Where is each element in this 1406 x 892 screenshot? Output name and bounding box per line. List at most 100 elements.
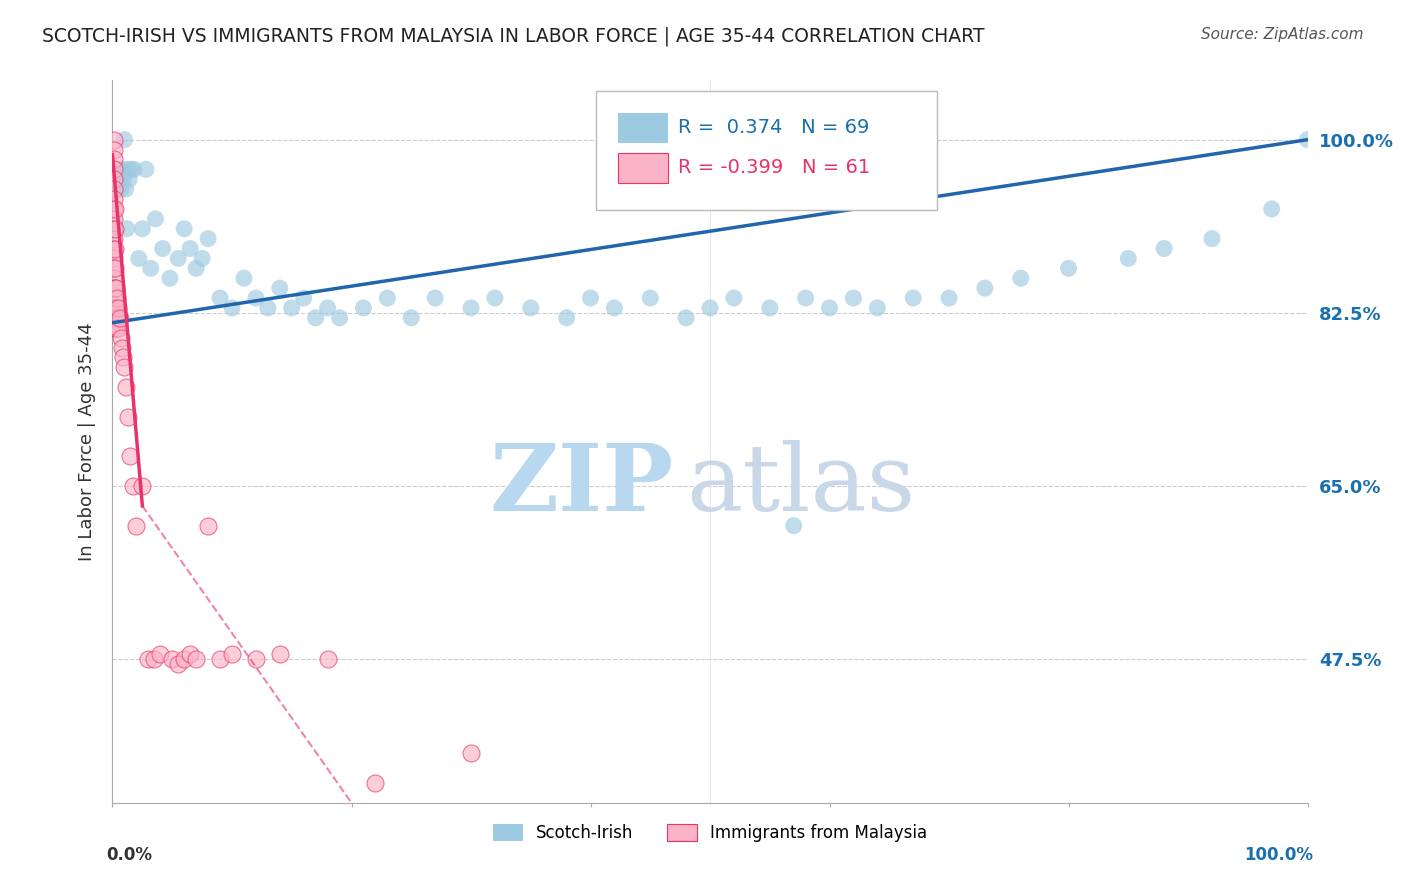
Point: [209, 652, 232, 666]
Point: [1057, 261, 1080, 276]
Text: 100.0%: 100.0%: [1244, 847, 1313, 864]
Point: [111, 341, 134, 355]
Point: [105, 320, 128, 334]
Point: [186, 652, 208, 666]
Point: [103, 162, 125, 177]
Point: [794, 291, 817, 305]
Point: [245, 652, 267, 666]
Point: [131, 479, 153, 493]
Point: [111, 162, 134, 177]
Point: [281, 301, 304, 315]
Point: [316, 652, 339, 666]
Point: [103, 143, 125, 157]
Point: [107, 182, 129, 196]
Point: [103, 221, 125, 235]
Point: [139, 261, 162, 276]
Point: [173, 221, 195, 235]
Point: [1010, 271, 1032, 285]
Point: [138, 652, 160, 666]
Point: [103, 211, 125, 226]
Point: [167, 252, 190, 266]
Point: [103, 291, 125, 305]
Text: atlas: atlas: [686, 440, 915, 530]
Point: [269, 648, 291, 662]
FancyBboxPatch shape: [619, 153, 668, 183]
Point: [122, 162, 145, 177]
Point: [245, 291, 267, 305]
Point: [152, 242, 174, 256]
Text: ZIP: ZIP: [489, 440, 675, 530]
Point: [555, 310, 578, 325]
Point: [149, 648, 172, 662]
Point: [110, 330, 132, 344]
Point: [104, 261, 127, 276]
Point: [179, 242, 201, 256]
Point: [842, 291, 865, 305]
Point: [103, 310, 125, 325]
Point: [579, 291, 602, 305]
Point: [352, 301, 374, 315]
Point: [1261, 202, 1284, 216]
Point: [186, 261, 208, 276]
Text: SCOTCH-IRISH VS IMMIGRANTS FROM MALAYSIA IN LABOR FORCE | AGE 35-44 CORRELATION : SCOTCH-IRISH VS IMMIGRANTS FROM MALAYSIA…: [42, 27, 984, 46]
Point: [460, 747, 482, 761]
Point: [108, 310, 131, 325]
Point: [425, 291, 447, 305]
Point: [197, 232, 219, 246]
Point: [114, 182, 136, 196]
Point: [107, 320, 129, 334]
Point: [105, 310, 128, 325]
Point: [974, 281, 997, 295]
Point: [173, 652, 195, 666]
Point: [699, 301, 721, 315]
Point: [233, 271, 256, 285]
Point: [105, 291, 128, 305]
Point: [197, 518, 219, 533]
Text: R = -0.399   N = 61: R = -0.399 N = 61: [678, 158, 870, 178]
Point: [143, 652, 166, 666]
Point: [305, 310, 328, 325]
Y-axis label: In Labor Force | Age 35-44: In Labor Force | Age 35-44: [77, 322, 96, 561]
FancyBboxPatch shape: [619, 112, 668, 143]
Point: [104, 202, 127, 216]
Text: R =  0.374   N = 69: R = 0.374 N = 69: [678, 119, 869, 137]
Point: [103, 271, 125, 285]
Point: [191, 252, 214, 266]
Point: [938, 291, 960, 305]
Point: [675, 310, 697, 325]
Point: [125, 518, 148, 533]
Point: [782, 518, 804, 533]
Point: [167, 657, 190, 672]
Point: [104, 221, 127, 235]
Point: [1118, 252, 1140, 266]
Point: [209, 291, 232, 305]
Point: [903, 291, 925, 305]
Point: [107, 301, 129, 315]
Point: [105, 172, 128, 186]
Point: [108, 172, 131, 186]
Point: [292, 291, 315, 305]
Point: [329, 310, 352, 325]
Point: [118, 172, 141, 186]
Point: [112, 172, 135, 186]
Point: [114, 133, 135, 147]
Point: [117, 162, 139, 177]
Point: [159, 271, 181, 285]
Point: [484, 291, 506, 305]
Point: [103, 261, 125, 276]
Legend: Scotch-Irish, Immigrants from Malaysia: Scotch-Irish, Immigrants from Malaysia: [486, 817, 934, 848]
Point: [128, 252, 150, 266]
Point: [1153, 242, 1175, 256]
Point: [221, 648, 243, 662]
Point: [117, 409, 139, 424]
Point: [377, 291, 399, 305]
Point: [104, 242, 127, 256]
Point: [103, 182, 125, 196]
Point: [316, 301, 339, 315]
Point: [103, 153, 125, 167]
Point: [115, 221, 138, 235]
Point: [145, 211, 167, 226]
Point: [104, 281, 127, 295]
Point: [723, 291, 745, 305]
Point: [866, 301, 889, 315]
